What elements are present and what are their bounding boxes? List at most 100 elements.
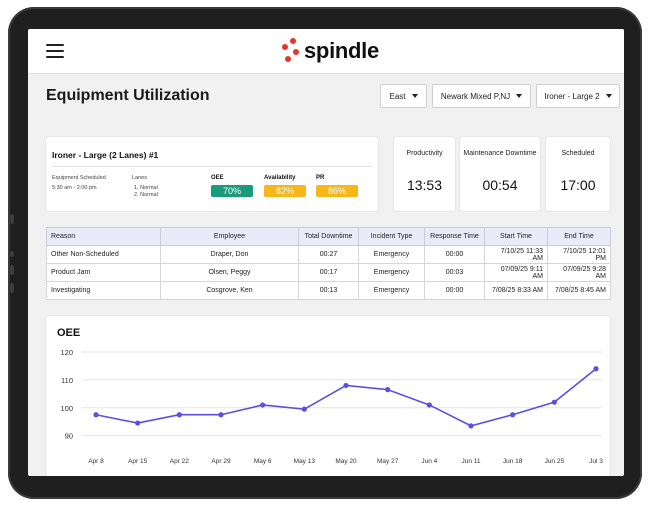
brand-name: spindle [304, 38, 379, 64]
availability-label: Availability [264, 175, 295, 181]
data-point [468, 423, 473, 428]
x-tick-label: May 13 [294, 458, 316, 465]
table-header-row: Reason Employee Total Downtime Incident … [47, 228, 611, 246]
x-tick-label: May 20 [335, 458, 357, 465]
equipment-summary-card: Ironer - Large (2 Lanes) #1 Equipment Sc… [46, 137, 378, 211]
kpi-label: Productivity [394, 150, 455, 157]
top-bar: spindle [28, 29, 624, 74]
downtime-table: Reason Employee Total Downtime Incident … [46, 227, 611, 300]
divider [52, 166, 372, 167]
table-cell: Draper, Don [161, 246, 299, 264]
brand-logo[interactable]: spindle [282, 38, 379, 64]
table-cell: Emergency [359, 282, 425, 300]
column-header[interactable]: Total Downtime [299, 228, 359, 246]
data-point [343, 383, 348, 388]
y-tick-label: 90 [65, 432, 73, 441]
chevron-down-icon [412, 94, 418, 98]
app-screen: spindle Equipment Utilization East Newar… [28, 29, 624, 476]
x-tick-label: Apr 22 [170, 458, 190, 465]
kpi-card-productivity: Productivity 13:53 [394, 137, 455, 211]
table-cell: Product Jam [47, 264, 161, 282]
data-point [510, 412, 515, 417]
y-tick-label: 110 [61, 376, 73, 385]
kpi-value: 00:54 [460, 177, 540, 193]
table-cell: Cosgrove, Ken [161, 282, 299, 300]
table-cell: 7/08/25 8:45 AM [548, 282, 611, 300]
chevron-down-icon [516, 94, 522, 98]
table-cell: 00:00 [425, 246, 485, 264]
spindle-logo-icon [282, 38, 300, 64]
table-cell: Olsen, Peggy [161, 264, 299, 282]
table-row[interactable]: Other Non-Scheduled Draper, Don 00:27 Em… [47, 246, 611, 264]
x-tick-label: Apr 8 [88, 458, 104, 465]
lane-item: 2. Normal [134, 192, 158, 199]
location-dropdown-label: Newark Mixed P,NJ [441, 92, 510, 101]
x-tick-label: Jul 3 [589, 458, 603, 465]
kpi-card-scheduled: Scheduled 17:00 [546, 137, 610, 211]
chevron-down-icon [606, 94, 612, 98]
x-tick-label: Jun 4 [421, 458, 437, 465]
y-tick-label: 100 [60, 404, 73, 413]
column-header[interactable]: Incident Type [359, 228, 425, 246]
data-point [93, 412, 98, 417]
x-tick-label: Apr 15 [128, 458, 148, 465]
availability-badge: 82% [264, 185, 306, 197]
pr-label: PR [316, 175, 324, 181]
kpi-card-maintenance-downtime: Maintenance Downtime 00:54 [460, 137, 540, 211]
data-point [552, 400, 557, 405]
table-cell: 00:00 [425, 282, 485, 300]
lanes-label: Lanes [132, 175, 147, 182]
oee-badge: 70% [211, 185, 253, 197]
side-button [10, 214, 14, 224]
pr-badge: 86% [316, 185, 358, 197]
kpi-value: 17:00 [546, 177, 610, 193]
equipment-dropdown-label: Ironer - Large 2 [544, 92, 599, 101]
table-cell: 7/08/25 8:33 AM [485, 282, 548, 300]
kpi-label: Scheduled [546, 150, 610, 157]
x-tick-label: Apr 29 [211, 458, 231, 465]
x-tick-label: May 6 [254, 458, 272, 465]
side-button [10, 265, 14, 275]
location-dropdown[interactable]: Newark Mixed P,NJ [432, 84, 531, 108]
region-dropdown[interactable]: East [380, 84, 427, 108]
table-row[interactable]: Investigating Cosgrove, Ken 00:13 Emerge… [47, 282, 611, 300]
kpi-label: Maintenance Downtime [460, 150, 540, 157]
data-point [427, 402, 432, 407]
table-cell: 00:03 [425, 264, 485, 282]
table-cell: Other Non-Scheduled [47, 246, 161, 264]
table-cell: Emergency [359, 246, 425, 264]
equipment-title: Ironer - Large (2 Lanes) #1 [52, 150, 158, 160]
scheduled-value: 5:30 am - 2:00 pm [52, 185, 97, 192]
column-header[interactable]: Reason [47, 228, 161, 246]
column-header[interactable]: End Time [548, 228, 611, 246]
column-header[interactable]: Employee [161, 228, 299, 246]
oee-chart-card: OEE 90 100 110 120 Apr 8 Apr 15 Apr 22 Apr 29 Ma… [46, 316, 610, 476]
data-point [135, 420, 140, 425]
lane-item: 1. Normal [134, 185, 158, 192]
equipment-dropdown[interactable]: Ironer - Large 2 [536, 84, 620, 108]
x-tick-label: Jun 11 [461, 458, 480, 465]
region-dropdown-label: East [389, 92, 405, 101]
oee-line-chart: 90 100 110 120 Apr 8 Apr 15 Apr 22 Apr 29 May 6 M… [46, 316, 610, 476]
table-cell: 7/10/25 12:01 PM [548, 246, 611, 264]
menu-icon[interactable] [46, 44, 64, 58]
column-header[interactable]: Response Time [425, 228, 485, 246]
x-tick-label: May 27 [377, 458, 399, 465]
table-cell: Emergency [359, 264, 425, 282]
table-cell: 07/09/25 9:28 AM [548, 264, 611, 282]
table-cell: 00:27 [299, 246, 359, 264]
column-header[interactable]: Start Time [485, 228, 548, 246]
table-cell: Investigating [47, 282, 161, 300]
data-point [218, 412, 223, 417]
side-button [10, 251, 14, 257]
table-row[interactable]: Product Jam Olsen, Peggy 00:17 Emergency… [47, 264, 611, 282]
data-point [593, 366, 598, 371]
y-tick-label: 120 [60, 348, 73, 357]
x-tick-label: Jun 18 [503, 458, 523, 465]
series-line [96, 369, 596, 426]
table-cell: 00:17 [299, 264, 359, 282]
table-cell: 07/09/25 9:11 AM [485, 264, 548, 282]
data-point [385, 387, 390, 392]
page-title: Equipment Utilization [46, 87, 210, 105]
data-point [177, 412, 182, 417]
